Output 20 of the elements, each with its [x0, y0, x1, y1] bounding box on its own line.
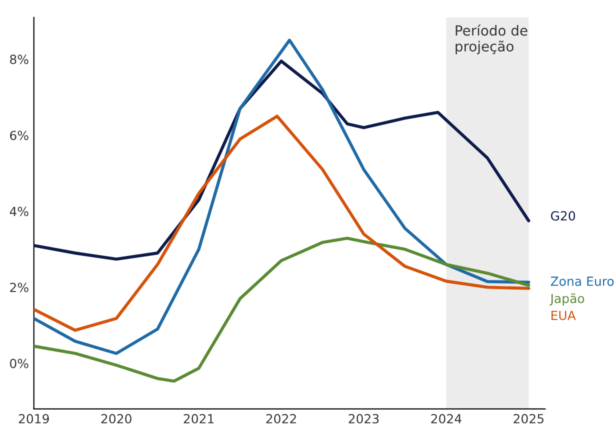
- band-label: Período de projeção: [456, 24, 528, 54]
- x-tick-label: 2022: [266, 414, 296, 424]
- y-tick-label: 4%: [10, 206, 28, 216]
- x-tick-label: 2025: [514, 414, 544, 424]
- series-label: Zona Euro: [550, 276, 614, 286]
- series-label: G20: [550, 211, 576, 221]
- x-tick-label: 2023: [348, 414, 379, 424]
- line-series: [34, 38, 530, 355]
- x-tick-label: 2021: [184, 414, 214, 424]
- y-tick-label: 2%: [10, 282, 28, 292]
- y-tick-label: 8%: [10, 54, 28, 64]
- x-tick-label: 2024: [431, 414, 462, 424]
- line-series: [34, 236, 530, 383]
- y-tick-label: 0%: [10, 358, 28, 368]
- series-label: Japão: [550, 293, 584, 306]
- line-series: [34, 114, 530, 332]
- x-tick-label: 2019: [18, 414, 49, 424]
- text: EUA: [552, 310, 576, 320]
- x-tick-label: 2020: [101, 414, 132, 424]
- y-tick-label: 6%: [10, 130, 28, 140]
